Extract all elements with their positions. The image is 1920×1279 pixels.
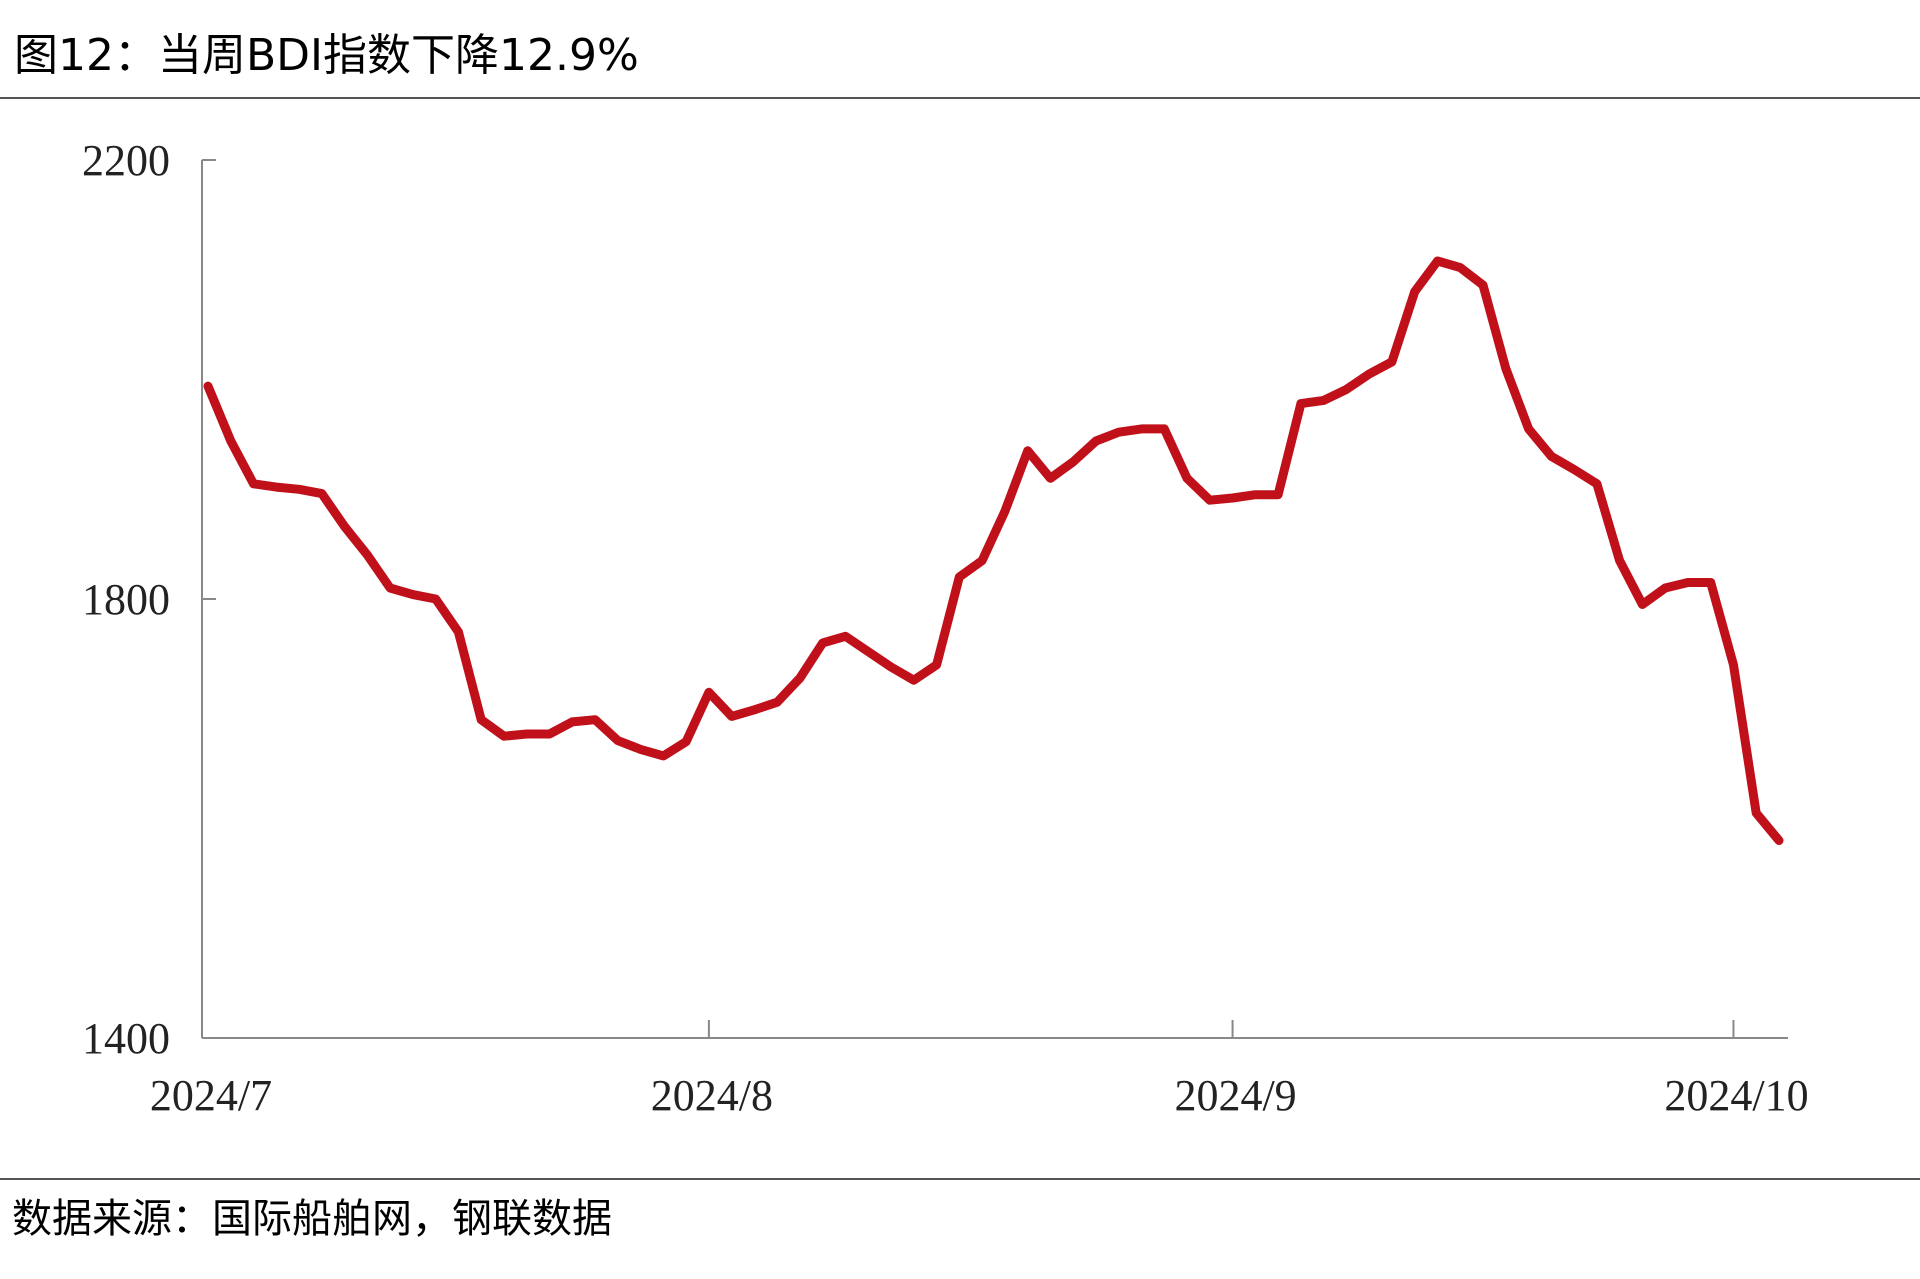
y-tick-label: 2200 xyxy=(82,136,170,185)
x-tick-label: 2024/9 xyxy=(1174,1071,1296,1120)
source-note: 数据来源：国际船舶网，钢联数据 xyxy=(12,1196,612,1242)
y-tick-label: 1400 xyxy=(82,1014,170,1063)
chart-title: 图12：当周BDI指数下降12.9% xyxy=(14,30,639,81)
x-tick-label: 2024/7 xyxy=(150,1071,272,1120)
x-tick-label: 2024/10 xyxy=(1664,1071,1808,1120)
data-line xyxy=(203,256,1784,845)
y-tick-label: 1800 xyxy=(82,575,170,624)
x-tick-label: 2024/8 xyxy=(651,1071,773,1120)
